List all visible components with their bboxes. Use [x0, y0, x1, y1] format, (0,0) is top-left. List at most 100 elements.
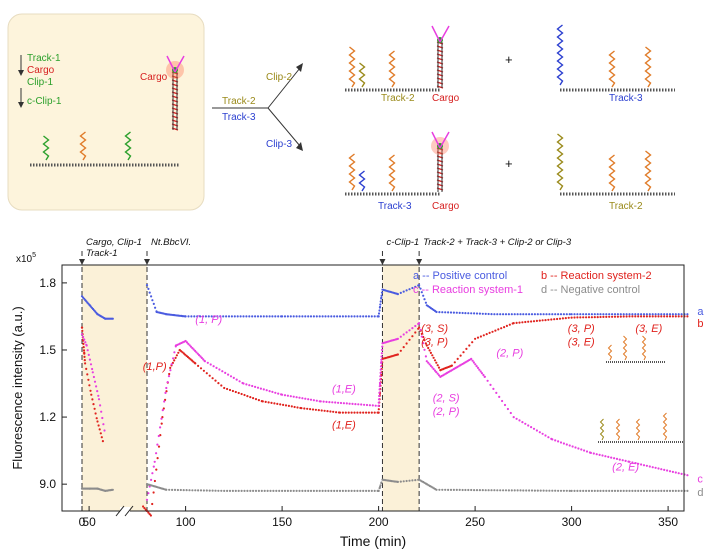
event-arrow-4	[416, 259, 423, 265]
data-point	[530, 320, 533, 323]
data-point	[585, 313, 588, 316]
data-point	[341, 489, 344, 492]
data-point	[177, 351, 180, 354]
data-point	[593, 489, 596, 492]
data-point	[82, 346, 85, 349]
data-point	[622, 315, 625, 318]
data-point	[84, 341, 87, 344]
data-point	[596, 489, 599, 492]
data-point	[142, 505, 145, 508]
data-point	[215, 366, 218, 369]
data-point	[334, 401, 337, 404]
data-point	[686, 489, 689, 492]
data-point	[377, 489, 380, 492]
data-point	[339, 401, 343, 405]
data-point	[274, 391, 277, 394]
data-point	[671, 315, 675, 318]
data-point	[438, 488, 441, 491]
cargo-arm	[431, 25, 450, 43]
data-point	[168, 488, 171, 491]
data-point	[577, 447, 580, 450]
data-point	[254, 398, 258, 401]
data-point	[204, 315, 207, 318]
data-point	[306, 407, 309, 410]
data-point	[524, 422, 527, 425]
data-point	[657, 467, 660, 470]
data-point	[266, 489, 269, 492]
event-arrow-2	[144, 259, 150, 265]
data-point	[478, 368, 481, 371]
data-point	[444, 311, 447, 314]
data-point	[311, 408, 315, 411]
event-lines	[79, 251, 423, 511]
data-point	[428, 349, 431, 352]
data-point	[648, 489, 651, 492]
data-point	[642, 315, 646, 318]
data-point	[238, 380, 241, 383]
cargo-arm	[431, 131, 450, 149]
data-point	[164, 398, 167, 401]
data-point	[315, 399, 318, 402]
data-point	[321, 315, 324, 318]
data-point	[481, 489, 484, 492]
data-point	[631, 461, 634, 464]
data-point	[479, 370, 482, 373]
data-point	[378, 388, 381, 391]
data-point	[380, 361, 383, 365]
data-point	[452, 311, 455, 314]
data-point	[350, 489, 353, 492]
dna-strand	[608, 50, 616, 88]
data-point	[324, 489, 327, 492]
x-tick-label: 350	[658, 515, 678, 529]
data-point	[562, 489, 566, 492]
data-point	[651, 313, 654, 316]
data-point	[432, 356, 435, 359]
data-point	[271, 390, 274, 393]
data-point	[87, 378, 90, 381]
inset-strand	[622, 335, 628, 361]
data-point	[541, 319, 544, 322]
data-point	[512, 322, 515, 325]
data-point	[83, 338, 86, 341]
data-point	[160, 422, 163, 425]
data-point	[194, 349, 197, 352]
data-point	[101, 416, 104, 420]
data-point	[518, 321, 521, 324]
data-point	[458, 488, 461, 491]
data-point	[211, 377, 214, 380]
data-point	[634, 315, 637, 318]
data-point	[254, 385, 257, 388]
data-point	[279, 403, 282, 406]
data-point	[677, 472, 680, 475]
data-point	[278, 489, 281, 492]
data-point	[154, 306, 157, 309]
data-point	[185, 489, 188, 492]
data-point	[533, 313, 537, 316]
data-point	[307, 489, 310, 492]
data-point	[396, 337, 399, 340]
data-point	[191, 347, 194, 350]
data-point	[499, 489, 502, 492]
data-point	[378, 391, 381, 394]
track-2-strand	[358, 62, 366, 88]
data-point	[423, 339, 426, 342]
data-point	[486, 379, 489, 382]
data-point	[301, 397, 304, 400]
data-point	[164, 391, 167, 394]
data-point	[551, 313, 554, 316]
curve-label-c: c	[697, 474, 703, 486]
data-point	[628, 313, 631, 316]
data-point	[348, 402, 351, 405]
data-point	[365, 403, 369, 407]
data-point	[169, 366, 172, 369]
data-point	[145, 498, 149, 501]
data-point	[634, 313, 637, 316]
data-point	[199, 355, 202, 358]
data-point	[444, 488, 447, 491]
data-point	[619, 489, 622, 492]
data-point	[475, 312, 479, 315]
upper-plus: +	[505, 52, 513, 67]
data-point	[686, 313, 689, 316]
data-point	[267, 401, 270, 404]
